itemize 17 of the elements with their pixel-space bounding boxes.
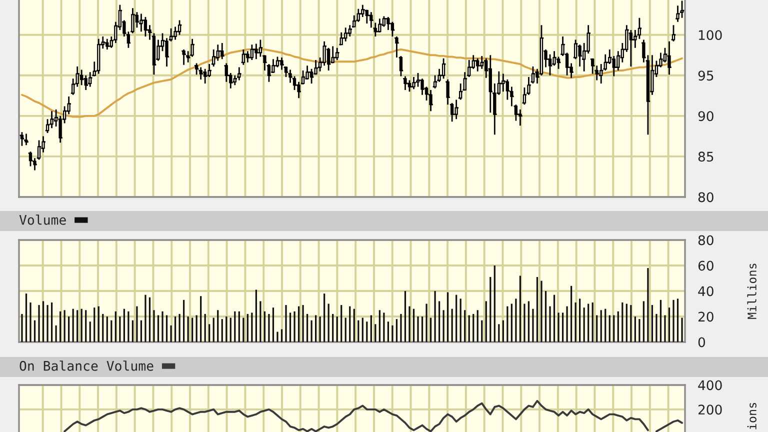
y-tick-label: 95 xyxy=(698,70,714,81)
y-tick-label: 60 xyxy=(698,260,714,271)
y-axis-title: ions xyxy=(747,402,756,430)
y-axis-title: Millions xyxy=(747,264,756,319)
legend-label: Volume xyxy=(19,214,66,225)
legend-label: On Balance Volume xyxy=(20,360,154,371)
y-tick-label: 40 xyxy=(698,286,714,296)
y-tick-label: 100 xyxy=(698,30,722,40)
y-tick-label: 85 xyxy=(698,152,714,162)
y-tick-label: 200 xyxy=(698,404,722,415)
candlestick xyxy=(672,24,676,42)
y-tick-label: 0 xyxy=(698,337,706,348)
y-tick-label: 90 xyxy=(698,111,714,122)
y-tick-label: 80 xyxy=(698,192,714,202)
y-tick-label: 400 xyxy=(698,380,722,390)
y-tick-label: 20 xyxy=(698,312,714,322)
y-tick-label: 80 xyxy=(698,235,714,246)
